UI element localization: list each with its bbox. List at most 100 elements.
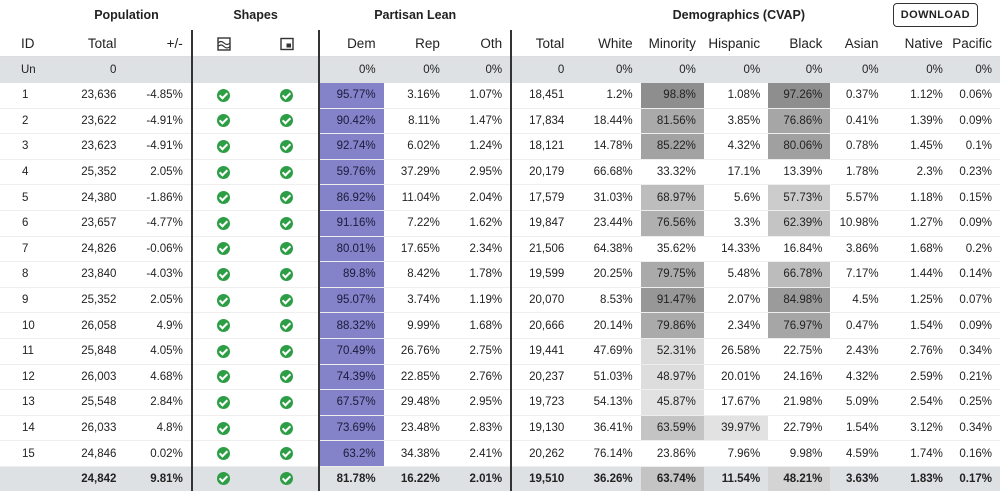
cell-deviation: -4.77% bbox=[124, 210, 192, 237]
district-row[interactable]: 13 25,548 2.84% 67.57% 29.48% 2.95% 19,723 54.1… bbox=[0, 389, 1000, 416]
cell-deviation: -4.91% bbox=[124, 108, 192, 135]
district-row[interactable]: 10 26,058 4.9% 88.32% 9.99% 1.68% 20,666 20.14%… bbox=[0, 312, 1000, 339]
district-row[interactable]: 11 25,848 4.05% 70.49% 26.76% 2.75% 19,441 47.6… bbox=[0, 338, 1000, 365]
cell-white: 76.14% bbox=[572, 440, 641, 467]
cell-pacific: 0.34% bbox=[950, 415, 1000, 442]
compactness-icon bbox=[217, 37, 231, 51]
district-row[interactable]: 8 23,840 -4.03% 89.8% 8.42% 1.78% 19,599 20.25%… bbox=[0, 261, 1000, 288]
cell-contiguity bbox=[255, 261, 320, 288]
cell-deviation: 0.02% bbox=[124, 440, 192, 467]
group-header-row: Population Shapes Partisan Lean Demograp… bbox=[0, 0, 1000, 30]
cell-dem: 89.8% bbox=[318, 261, 384, 288]
cell-asian: 0.37% bbox=[830, 83, 887, 109]
cell-black: 97.26% bbox=[768, 83, 831, 109]
cell-minority: 63.74% bbox=[640, 466, 704, 491]
cell-id bbox=[0, 466, 62, 491]
check-icon bbox=[280, 395, 294, 409]
cell-black: 84.98% bbox=[768, 287, 831, 314]
cell-compactness bbox=[190, 466, 256, 491]
col-pacific[interactable]: Pacific bbox=[950, 30, 1000, 57]
col-minority[interactable]: Minority bbox=[640, 30, 704, 57]
col-id[interactable]: ID bbox=[0, 30, 62, 57]
cell-hispanic: 3.85% bbox=[703, 108, 769, 135]
cell-cvap-total: 19,130 bbox=[510, 415, 573, 442]
download-button[interactable]: DOWNLOAD bbox=[892, 3, 978, 27]
cell-native: 1.54% bbox=[886, 312, 951, 339]
col-white[interactable]: White bbox=[572, 30, 641, 57]
cell-compactness bbox=[190, 108, 256, 135]
col-dem[interactable]: Dem bbox=[318, 30, 384, 57]
cell-id: 8 bbox=[0, 261, 62, 288]
cell-oth: 2.95% bbox=[447, 389, 512, 416]
unassigned-row[interactable]: Un 0 0% 0% 0% 0 0% 0% 0% 0% 0% 0% 0% bbox=[0, 56, 1000, 83]
cell-native: 1.25% bbox=[886, 287, 951, 314]
col-rep[interactable]: Rep bbox=[383, 30, 448, 57]
cell-native: 1.74% bbox=[886, 440, 951, 467]
district-row[interactable]: 9 25,352 2.05% 95.07% 3.74% 1.19% 20,070 8.53% 9… bbox=[0, 287, 1000, 314]
col-black[interactable]: Black bbox=[768, 30, 831, 57]
district-row[interactable]: 4 25,352 2.05% 59.76% 37.29% 2.95% 20,179 66.68… bbox=[0, 159, 1000, 186]
col-contiguity[interactable] bbox=[255, 30, 320, 57]
cell-total: 0 bbox=[61, 56, 125, 83]
cell-native: 2.76% bbox=[886, 338, 951, 365]
cell-compactness bbox=[190, 159, 256, 186]
cell-dem: 74.39% bbox=[318, 364, 384, 391]
col-deviation[interactable]: +/- bbox=[124, 30, 192, 57]
col-cvap-total[interactable]: Total bbox=[510, 30, 573, 57]
cell-deviation: 2.05% bbox=[124, 287, 192, 314]
cell-id: 5 bbox=[0, 184, 62, 211]
district-row[interactable]: 1 23,636 -4.85% 95.77% 3.16% 1.07% 18,451 1.2% 9… bbox=[0, 83, 1000, 109]
district-row[interactable]: 2 23,622 -4.91% 90.42% 8.11% 1.47% 17,834 18.44… bbox=[0, 108, 1000, 135]
check-icon bbox=[280, 242, 294, 256]
check-icon bbox=[280, 88, 294, 102]
cell-compactness bbox=[190, 338, 256, 365]
col-hispanic[interactable]: Hispanic bbox=[703, 30, 769, 57]
cell-hispanic: 0% bbox=[703, 56, 769, 83]
district-row[interactable]: 5 24,380 -1.86% 86.92% 11.04% 2.04% 17,579 31.0… bbox=[0, 184, 1000, 211]
cell-compactness bbox=[190, 236, 256, 263]
cell-white: 66.68% bbox=[572, 159, 641, 186]
check-icon bbox=[280, 447, 294, 461]
check-icon bbox=[280, 344, 294, 358]
cell-cvap-total: 19,847 bbox=[510, 210, 573, 237]
cell-contiguity bbox=[255, 159, 320, 186]
check-icon bbox=[280, 319, 294, 333]
cell-black: 76.97% bbox=[768, 312, 831, 339]
cell-deviation: 4.68% bbox=[124, 364, 192, 391]
district-row[interactable]: 3 23,623 -4.91% 92.74% 6.02% 1.24% 18,121 14.78… bbox=[0, 133, 1000, 160]
check-icon bbox=[217, 242, 231, 256]
cell-oth: 1.47% bbox=[447, 108, 512, 135]
col-total[interactable]: Total bbox=[61, 30, 125, 57]
cell-oth: 1.68% bbox=[447, 312, 512, 339]
check-icon bbox=[280, 472, 294, 486]
district-row[interactable]: 12 26,003 4.68% 74.39% 22.85% 2.76% 20,237 51.0… bbox=[0, 364, 1000, 391]
cell-native: 1.44% bbox=[886, 261, 951, 288]
cell-dem: 95.77% bbox=[318, 83, 384, 109]
cell-black: 24.16% bbox=[768, 364, 831, 391]
cell-id: 2 bbox=[0, 108, 62, 135]
check-icon bbox=[280, 421, 294, 435]
district-row[interactable]: 14 26,033 4.8% 73.69% 23.48% 2.83% 19,130 36.41… bbox=[0, 415, 1000, 442]
col-compactness[interactable] bbox=[190, 30, 256, 57]
cell-minority: 52.31% bbox=[640, 338, 704, 365]
district-row[interactable]: 6 23,657 -4.77% 91.16% 7.22% 1.62% 19,847 23.44… bbox=[0, 210, 1000, 237]
cell-asian: 5.09% bbox=[830, 389, 887, 416]
cell-cvap-total: 17,834 bbox=[510, 108, 573, 135]
cell-native: 1.27% bbox=[886, 210, 951, 237]
cell-minority: 85.22% bbox=[640, 133, 704, 160]
col-oth[interactable]: Oth bbox=[447, 30, 512, 57]
cell-black: 80.06% bbox=[768, 133, 831, 160]
district-row[interactable]: 15 24,846 0.02% 63.2% 34.38% 2.41% 20,262 76.14… bbox=[0, 440, 1000, 467]
cell-cvap-total: 20,666 bbox=[510, 312, 573, 339]
cell-hispanic: 17.67% bbox=[703, 389, 769, 416]
cell-black: 22.75% bbox=[768, 338, 831, 365]
col-native[interactable]: Native bbox=[886, 30, 951, 57]
district-row[interactable]: 7 24,826 -0.06% 80.01% 17.65% 2.34% 21,506 64.3… bbox=[0, 236, 1000, 263]
cell-id: 7 bbox=[0, 236, 62, 263]
cell-contiguity bbox=[255, 108, 320, 135]
cell-cvap-total: 18,121 bbox=[510, 133, 573, 160]
cell-id: 13 bbox=[0, 389, 62, 416]
col-asian[interactable]: Asian bbox=[830, 30, 887, 57]
cell-compactness bbox=[190, 364, 256, 391]
cell-rep: 8.11% bbox=[383, 108, 448, 135]
